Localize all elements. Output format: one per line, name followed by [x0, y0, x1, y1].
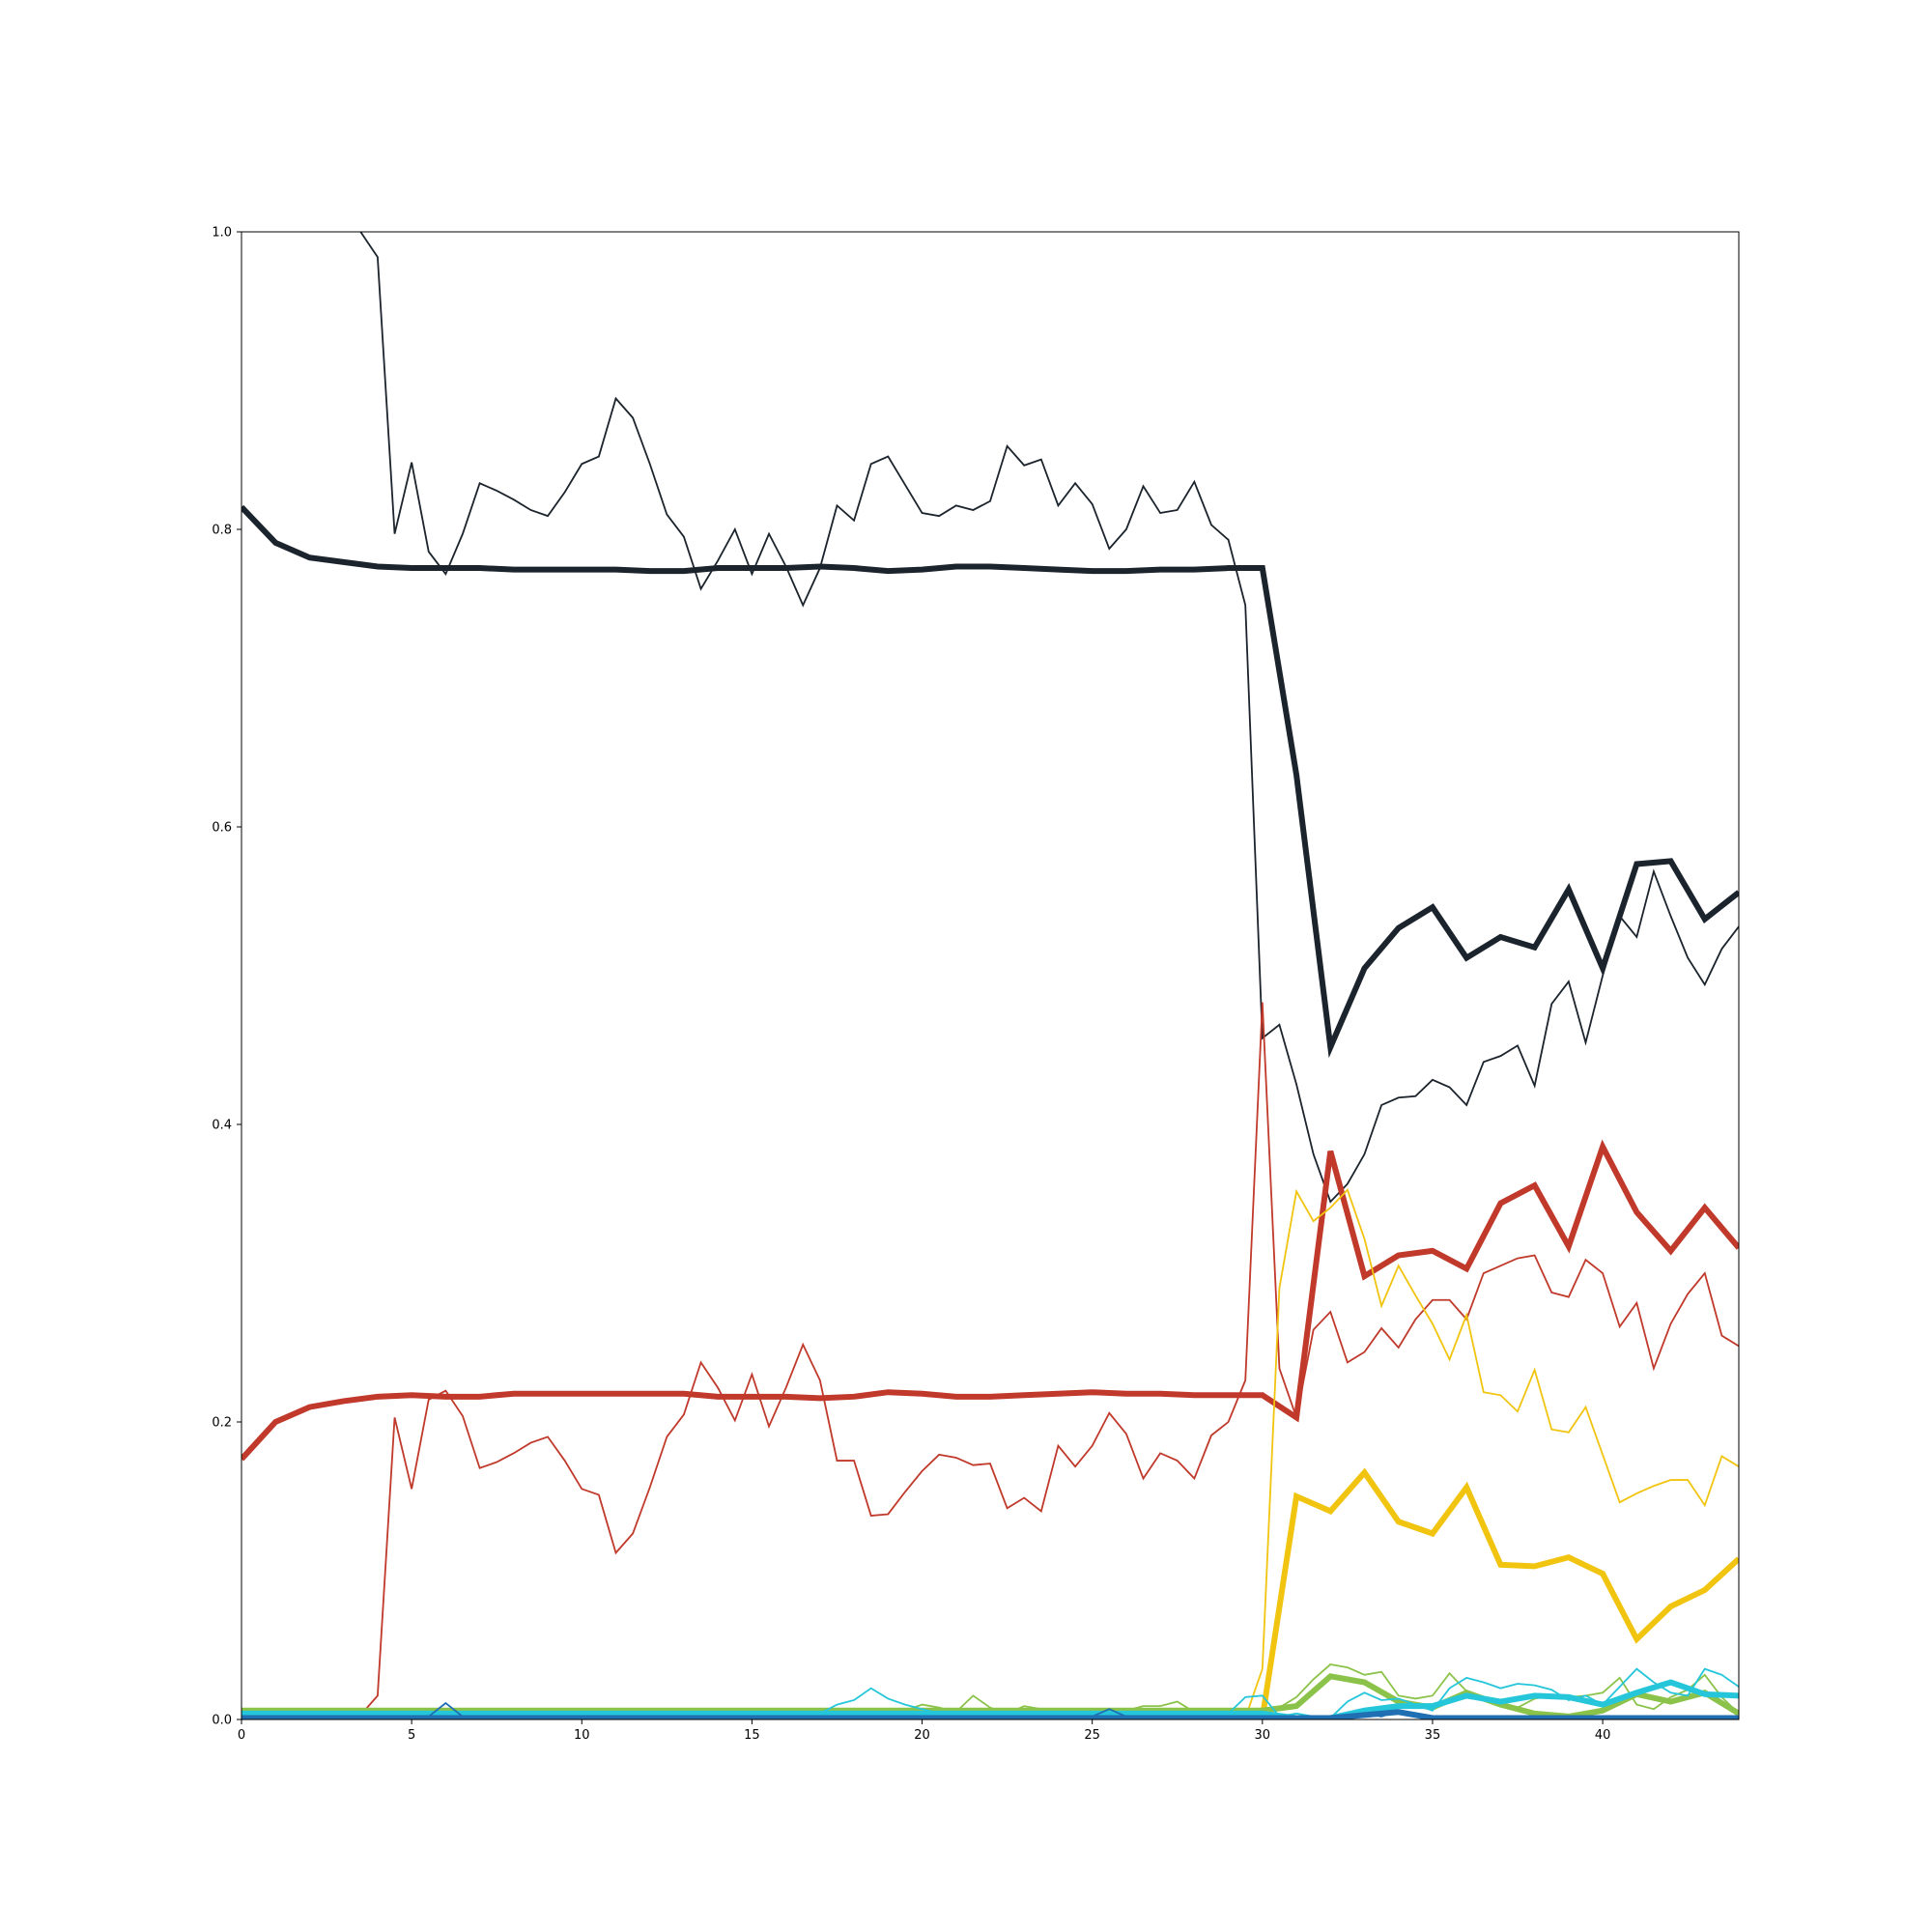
- y-tick-label: 0.6: [212, 821, 232, 836]
- series-line-2: [242, 504, 1739, 1059]
- x-tick-label: 40: [1595, 1728, 1611, 1743]
- y-tick-label: 0.2: [212, 1416, 232, 1431]
- x-tick-label: 20: [914, 1728, 930, 1743]
- series-line-12: [242, 1709, 1739, 1719]
- plot-frame: [241, 231, 1740, 1720]
- y-axis: 0.0 0.2 0.4 0.6 0.8 1.0: [212, 226, 242, 1728]
- series-line-6: [242, 1467, 1739, 1719]
- series-line-4: [242, 1139, 1739, 1462]
- x-tick-label: 0: [238, 1728, 245, 1743]
- x-tick-label: 25: [1084, 1728, 1100, 1743]
- x-tick-label: 10: [574, 1728, 590, 1743]
- series-line-5: [242, 1188, 1739, 1719]
- x-tick-label: 5: [408, 1728, 415, 1743]
- y-tick-label: 1.0: [212, 226, 232, 241]
- series-layer: [242, 232, 1739, 1719]
- x-tick-label: 15: [744, 1728, 760, 1743]
- x-axis: 0 5 10 15 20 25 30 35 40: [238, 1719, 1611, 1743]
- series-line-1: [359, 232, 1739, 1204]
- series-line-3: [242, 1002, 1739, 1717]
- y-tick-label: 0.4: [212, 1119, 232, 1133]
- series-line-9: [242, 1667, 1739, 1719]
- x-tick-label: 35: [1425, 1728, 1441, 1743]
- y-tick-label: 0.0: [212, 1714, 232, 1728]
- y-tick-label: 0.8: [212, 524, 232, 538]
- x-tick-label: 30: [1255, 1728, 1271, 1743]
